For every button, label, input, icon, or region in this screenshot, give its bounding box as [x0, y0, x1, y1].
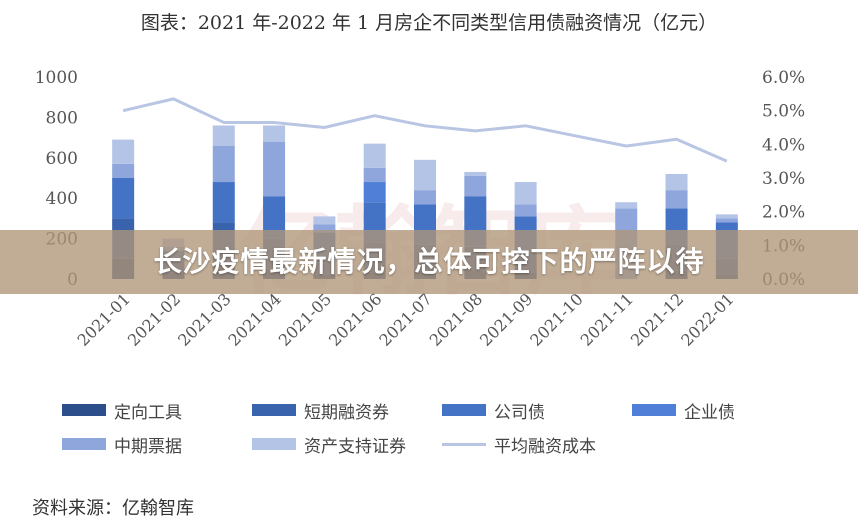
bar-segment: [263, 125, 286, 142]
bar-segment: [112, 139, 135, 164]
bar-segment: [715, 218, 738, 223]
bar-segment: [665, 173, 688, 191]
legend-swatch: [442, 443, 486, 446]
y-right-tick-label: 2.0%: [762, 203, 805, 223]
bar-segment: [464, 175, 487, 197]
bar-segment: [112, 163, 135, 178]
bar-segment: [212, 145, 235, 183]
bar-segment: [263, 196, 286, 239]
y-left-tick-label: 400: [46, 189, 78, 209]
x-tick-label: 2022-01: [677, 289, 737, 349]
x-tick-label: 2021-03: [174, 289, 234, 349]
bar-segment: [665, 190, 688, 209]
legend-swatch: [62, 404, 106, 416]
bar-segment: [363, 182, 386, 203]
bar-segment: [414, 159, 436, 191]
bar-segment: [212, 182, 235, 223]
legend-swatch: [252, 404, 296, 416]
source-note: 资料来源：亿翰智库: [32, 498, 194, 519]
y-right-tick-label: 6.0%: [762, 68, 805, 88]
legend-label: 定向工具: [114, 403, 182, 423]
average-cost-line: [122, 97, 728, 163]
bar-segment: [414, 190, 436, 205]
legend-swatch: [442, 404, 486, 416]
banner-headline: 长沙疫情最新情况，总体可控下的严阵以待: [153, 245, 705, 278]
legend-swatch: [62, 438, 106, 450]
legend-label: 中期票据: [114, 437, 182, 457]
bar-segment: [112, 178, 135, 219]
bar-segment: [715, 214, 738, 219]
legend-label: 短期融资券: [304, 403, 389, 423]
legend-label: 资产支持证券: [304, 437, 406, 457]
news-banner: 长沙疫情最新情况，总体可控下的严阵以待: [0, 230, 858, 294]
y-right-tick-label: 3.0%: [762, 169, 805, 189]
bar-segment: [212, 125, 235, 146]
y-right-tick-label: 5.0%: [762, 102, 805, 122]
legend-label: 公司债: [494, 403, 545, 423]
legend-swatch: [252, 438, 296, 450]
bar-segment: [514, 204, 537, 217]
bar-segment: [363, 167, 386, 183]
bar-segment: [313, 224, 336, 233]
y-left-tick-label: 1000: [35, 68, 78, 88]
x-tick-label: 2021-01: [74, 289, 134, 349]
chart-title: 图表：2021 年-2022 年 1 月房企不同类型信用债融资情况（亿元）: [140, 12, 718, 34]
y-left-tick-label: 600: [46, 149, 78, 169]
bar-segment: [313, 216, 336, 225]
bar-segment: [464, 171, 487, 176]
legend-label: 企业债: [684, 403, 735, 423]
bar-segment: [514, 182, 537, 205]
legend-swatch: [632, 404, 676, 416]
x-tick-label: 2021-02: [124, 289, 184, 349]
legend-label: 平均融资成本: [494, 437, 596, 457]
bar-segment: [615, 202, 638, 209]
bar-segment: [363, 143, 386, 168]
y-right-tick-label: 4.0%: [762, 135, 805, 155]
x-tick-label: 2021-12: [627, 289, 687, 349]
bar-segment: [263, 141, 286, 197]
y-left-tick-label: 800: [46, 108, 78, 128]
